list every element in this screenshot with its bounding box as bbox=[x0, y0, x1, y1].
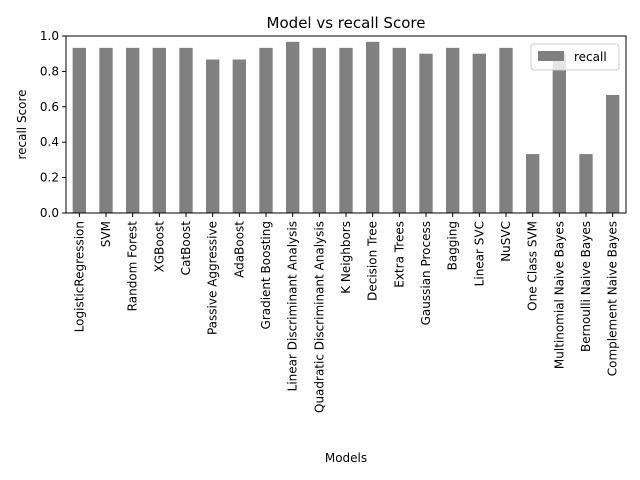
x-tick-label: SVM bbox=[99, 221, 113, 247]
y-axis-label: recall Score bbox=[15, 89, 29, 159]
bar bbox=[206, 59, 220, 213]
bar bbox=[499, 47, 513, 213]
bar bbox=[446, 47, 460, 213]
x-tick-label: Linear SVC bbox=[472, 221, 486, 286]
bar bbox=[606, 94, 620, 213]
x-tick-label: Extra Trees bbox=[392, 221, 406, 288]
bar bbox=[392, 47, 406, 213]
bar bbox=[339, 47, 353, 213]
x-tick-label: Passive Aggressive bbox=[206, 221, 220, 335]
bar bbox=[99, 47, 113, 213]
bar bbox=[72, 47, 86, 213]
bar bbox=[312, 47, 326, 213]
x-tick-label: Decision Tree bbox=[366, 221, 380, 301]
x-tick-label: CatBoost bbox=[179, 221, 193, 276]
x-tick-label: Gradient Boosting bbox=[259, 221, 273, 329]
bar bbox=[179, 47, 193, 213]
bar bbox=[552, 53, 566, 214]
x-tick-label: Random Forest bbox=[126, 221, 140, 312]
legend: recall bbox=[530, 43, 620, 71]
bar bbox=[259, 47, 273, 213]
y-tick-label: 0.2 bbox=[40, 171, 59, 185]
x-axis-label: Models bbox=[325, 451, 367, 465]
y-tick-label: 0.0 bbox=[40, 206, 59, 220]
bar bbox=[526, 154, 540, 213]
bar bbox=[126, 47, 140, 213]
x-tick-label: NuSVC bbox=[499, 221, 513, 262]
bar bbox=[286, 41, 300, 213]
y-tick-label: 0.6 bbox=[40, 100, 59, 114]
y-tick-label: 0.8 bbox=[40, 64, 59, 78]
legend-box bbox=[530, 43, 620, 71]
x-tick-label: AdaBoost bbox=[232, 221, 246, 278]
x-axis-ticks: LogisticRegression SVM Random Forest XGBoos… bbox=[72, 213, 620, 413]
legend-swatch bbox=[538, 51, 564, 61]
bar bbox=[366, 41, 380, 213]
plot-frame bbox=[65, 35, 627, 214]
x-tick-label: Complement Naive Bayes bbox=[606, 221, 620, 376]
legend-label: recall bbox=[574, 50, 607, 64]
x-tick-label: K Neighbors bbox=[339, 221, 353, 294]
bar bbox=[472, 53, 486, 214]
x-tick-label: Bagging bbox=[446, 221, 460, 270]
x-tick-label: XGBoost bbox=[152, 221, 166, 273]
bar bbox=[419, 53, 433, 214]
x-tick-label: LogisticRegression bbox=[72, 221, 86, 332]
x-tick-label: Linear Discriminant Analysis bbox=[286, 221, 300, 391]
y-tick-label: 0.4 bbox=[40, 135, 59, 149]
chart-title: Model vs recall Score bbox=[267, 14, 426, 32]
y-axis-ticks: 0.0 0.2 0.4 0.6 0.8 1.0 bbox=[40, 29, 66, 220]
x-tick-label: Multinomial Naive Bayes bbox=[552, 221, 566, 369]
x-tick-label: One Class SVM bbox=[526, 221, 540, 311]
bar bbox=[232, 59, 246, 213]
bar bbox=[152, 47, 166, 213]
x-tick-label: Gaussian Process bbox=[419, 221, 433, 325]
bar-group bbox=[72, 41, 620, 214]
bar bbox=[579, 154, 593, 213]
y-tick-label: 1.0 bbox=[40, 29, 59, 43]
x-tick-label: Quadratic Discriminant Analysis bbox=[312, 221, 326, 413]
x-tick-label: Bernoulli Naive Bayes bbox=[579, 221, 593, 352]
